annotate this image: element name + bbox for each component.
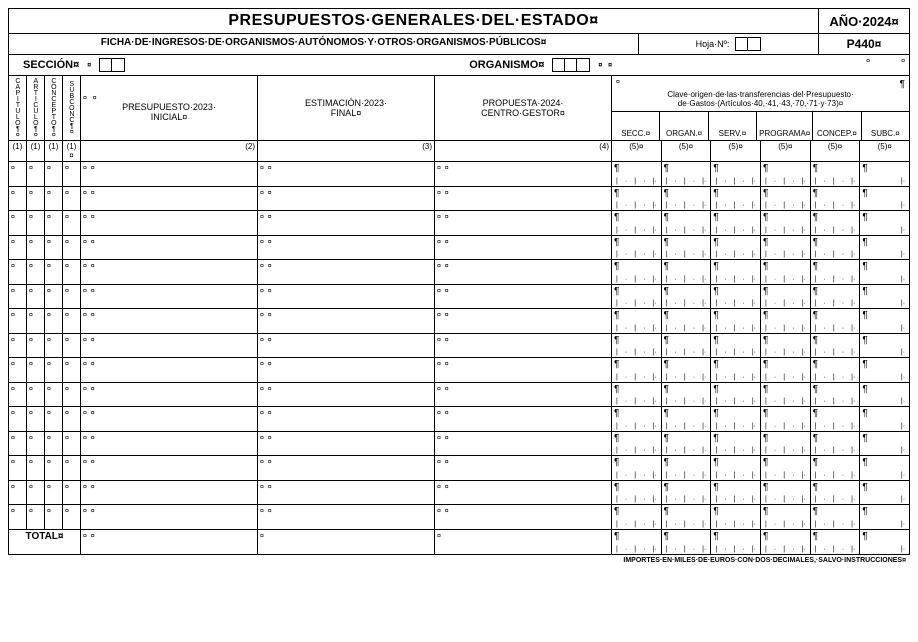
clave-wrap: ¤ ¶ Clave·origen·de·las·transferencias·d… (612, 76, 909, 141)
clave-title-text: Clave·origen·de·las·transferencias·del·P… (616, 90, 905, 108)
header-propuesta-label: PROPUESTA·2024· CENTRO·GESTOR¤ (481, 98, 565, 118)
header-estimacion: ESTIMACIÓN·2023· FINAL¤ (258, 76, 435, 141)
table-row[interactable]: ¤¤¤¤¤ ¤¤ ¤¤ ¤¶|·|·|·¶|·|·|·¶|·|·|·¶|·|·|… (9, 334, 909, 359)
footer-note: IMPORTES·EN·MILES·DE·EUROS·CON·DOS·DECIM… (8, 555, 910, 564)
num-5b: (5)¤ (662, 141, 712, 161)
table-row[interactable]: ¤¤¤¤¤ ¤¤ ¤¤ ¤¶|·|·|·¶|·|·|·¶|·|·|·¶|·|·|… (9, 187, 909, 212)
clave-concep: CONCEP.¤ (813, 112, 861, 140)
subtitle-row: FICHA·DE·INGRESOS·DE·ORGANISMOS·AUTÓNOMO… (9, 34, 909, 55)
table-row[interactable]: ¤¤¤¤¤ ¤¤ ¤¤ ¤¶|·|·|·¶|·|·|·¶|·|·|·¶|·|·|… (9, 285, 909, 310)
table-row[interactable]: ¤¤¤¤¤ ¤¤ ¤¤ ¤¶|·|·|·¶|·|·|·¶|·|·|·¶|·|·|… (9, 358, 909, 383)
gap (164, 55, 316, 76)
form-code: P440¤ (819, 34, 909, 55)
num-1a: (1) (9, 141, 27, 161)
num-2: (2) (81, 141, 258, 161)
seccion-label: SECCIÓN¤ (23, 59, 79, 71)
num-1b: (1) (27, 141, 45, 161)
num-1d: (1)¤ (63, 141, 81, 161)
budget-form: PRESUPUESTOS·GENERALES·DEL·ESTADO¤ AÑO·2… (8, 8, 910, 555)
clave-serv: SERV.¤ (709, 112, 757, 140)
hoja-cell: Hoja·Nº: (639, 34, 819, 55)
page-title: PRESUPUESTOS·GENERALES·DEL·ESTADO¤ (9, 9, 819, 34)
table-row[interactable]: ¤¤¤¤¤ ¤¤ ¤¤ ¤¶|·|·|·¶|·|·|·¶|·|·|·¶|·|·|… (9, 236, 909, 261)
section-row: SECCIÓN¤ ¤ ORGANISMO¤ ¤ ¤ ¤ ¤ (9, 55, 909, 76)
vheader-articulo: ARTICULO¶¤ (27, 76, 45, 141)
column-numbers: (1) (1) (1) (1)¤ (2) (3) (4) (5)¤ (5)¤ (… (9, 141, 909, 162)
clave-secc: SECC.¤ (612, 112, 660, 140)
clave-title: ¤ ¶ Clave·origen·de·las·transferencias·d… (612, 76, 909, 112)
year-label: AÑO·2024¤ (819, 9, 909, 34)
table-row[interactable]: ¤¤¤¤¤ ¤¤ ¤¤ ¤¶|·|·|·¶|·|·|·¶|·|·|·¶|·|·|… (9, 456, 909, 481)
table-row[interactable]: ¤¤¤¤¤ ¤¤ ¤¤ ¤¶|·|·|·¶|·|·|·¶|·|·|·¶|·|·|… (9, 211, 909, 236)
table-row[interactable]: ¤¤¤¤¤ ¤¤ ¤¤ ¤¶|·|·|·¶|·|·|·¶|·|·|·¶|·|·|… (9, 407, 909, 432)
clave-organ: ORGAN.¤ (660, 112, 708, 140)
table-row[interactable]: ¤¤¤¤¤ ¤¤ ¤¤ ¤¶|·|·|·¶|·|·|·¶|·|·|·¶|·|·|… (9, 309, 909, 334)
header-estimacion-label: ESTIMACIÓN·2023· FINAL¤ (305, 98, 387, 118)
table-row[interactable]: ¤¤¤¤¤ ¤¤ ¤¤ ¤¶|·|·|·¶|·|·|·¶|·|·|·¶|·|·|… (9, 162, 909, 187)
table-row[interactable]: ¤¤¤¤¤ ¤¤ ¤¤ ¤¶|·|·|·¶|·|·|·¶|·|·|·¶|·|·|… (9, 481, 909, 506)
organismo-label: ORGANISMO¤ (469, 59, 544, 71)
num-1c: (1) (45, 141, 63, 161)
table-row[interactable]: ¤¤¤¤¤ ¤¤ ¤¤ ¤¶|·|·|·¶|·|·|·¶|·|·|·¶|·|·|… (9, 432, 909, 457)
table-row[interactable]: ¤¤¤¤¤ ¤¤ ¤¤ ¤¶|·|·|·¶|·|·|·¶|·|·|·¶|·|·|… (9, 505, 909, 530)
column-headers: CAPITULO¶¤ ARTICULO¶¤ CONCEPTO¶¤ SUBCONC… (9, 76, 909, 141)
vheader-capitulo: CAPITULO¶¤ (9, 76, 27, 141)
header-presupuesto: ¤ ¤ PRESUPUESTO·2023· INICIAL¤ (81, 76, 258, 141)
num-5d: (5)¤ (761, 141, 811, 161)
clave-programa: PROGRAMA¤ (757, 112, 813, 140)
data-rows: ¤¤¤¤¤ ¤¤ ¤¤ ¤¶|·|·|·¶|·|·|·¶|·|·|·¶|·|·|… (9, 162, 909, 530)
table-row[interactable]: ¤¤¤¤¤ ¤¤ ¤¤ ¤¶|·|·|·¶|·|·|·¶|·|·|·¶|·|·|… (9, 260, 909, 285)
num-5f: (5)¤ (860, 141, 909, 161)
seccion-boxes[interactable] (99, 58, 125, 72)
clave-subc: SUBC.¤ (862, 112, 909, 140)
organismo-cell: ORGANISMO¤ ¤ ¤ (316, 55, 616, 76)
num-3: (3) (258, 141, 435, 161)
num-5e: (5)¤ (811, 141, 861, 161)
num-5a: (5)¤ (612, 141, 662, 161)
seccion-cell: SECCIÓN¤ ¤ (9, 55, 164, 76)
table-row[interactable]: ¤¤¤¤¤ ¤¤ ¤¤ ¤¶|·|·|·¶|·|·|·¶|·|·|·¶|·|·|… (9, 383, 909, 408)
total-row: TOTAL¤ ¤ ¤ ¤ ¤ ¶|·|·|· ¶|·|·|· ¶|·|·|· ¶… (9, 530, 909, 555)
clave-cols: SECC.¤ ORGAN.¤ SERV.¤ PROGRAMA¤ CONCEP.¤… (612, 112, 909, 140)
right-gap: ¤ ¤ (616, 55, 909, 76)
organismo-boxes[interactable] (552, 58, 590, 72)
hoja-label: Hoja·Nº: (696, 39, 730, 49)
header-presupuesto-label: PRESUPUESTO·2023· INICIAL¤ (122, 102, 216, 122)
total-label: TOTAL¤ (26, 531, 64, 542)
title-row: PRESUPUESTOS·GENERALES·DEL·ESTADO¤ AÑO·2… (9, 9, 909, 34)
vheader-subconc: SUBCONC¶¤ (63, 76, 81, 141)
vheader-concepto: CONCEPTO¶¤ (45, 76, 63, 141)
header-propuesta: PROPUESTA·2024· CENTRO·GESTOR¤ (435, 76, 612, 141)
hoja-boxes[interactable] (735, 37, 761, 51)
num-4: (4) (435, 141, 612, 161)
num-5c: (5)¤ (711, 141, 761, 161)
ficha-label: FICHA·DE·INGRESOS·DE·ORGANISMOS·AUTÓNOMO… (9, 34, 639, 55)
